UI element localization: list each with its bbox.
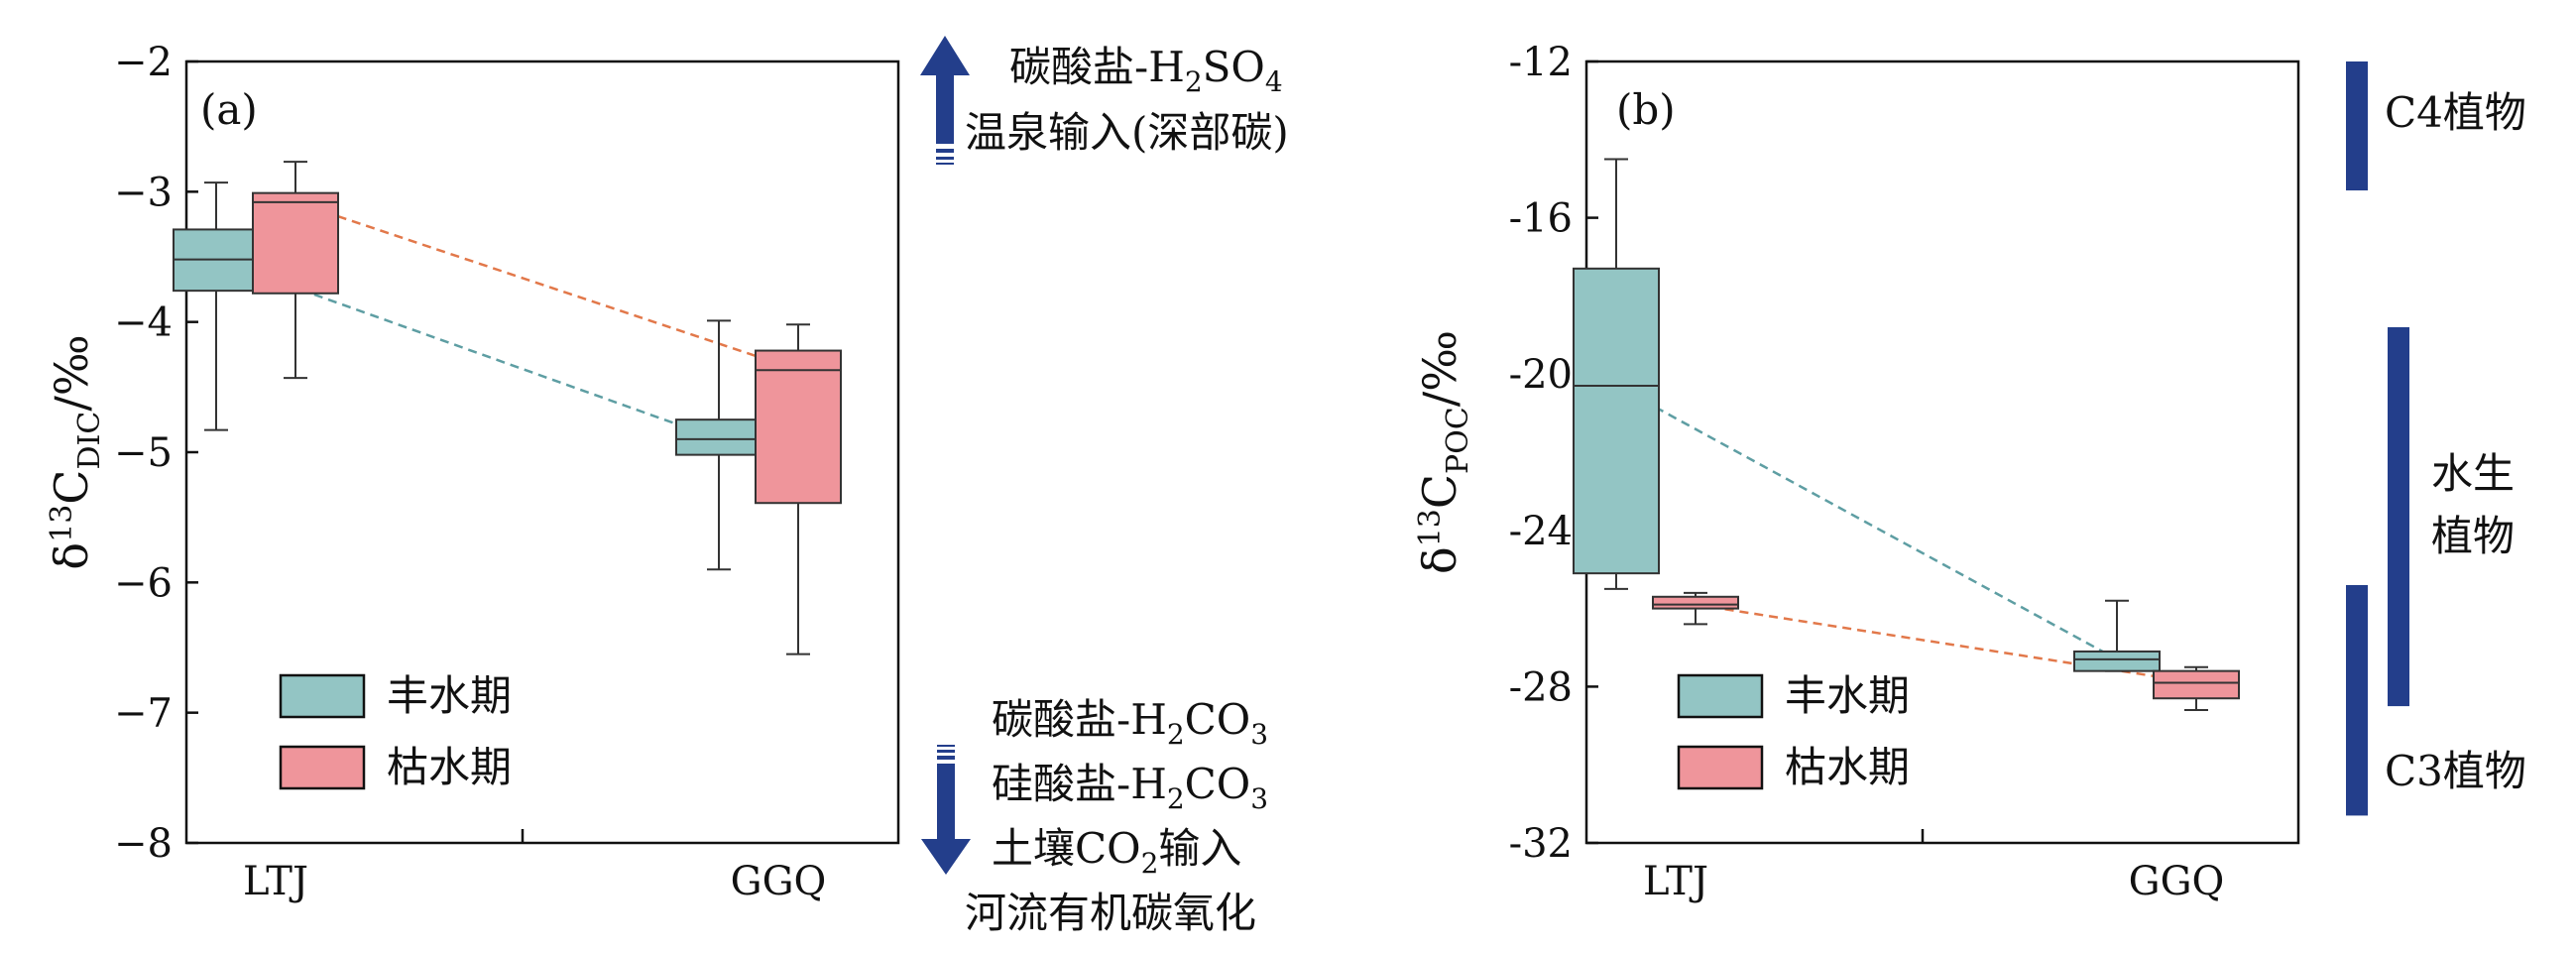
legend-swatch-wet — [279, 673, 366, 719]
y-tick-label: -28 — [1509, 664, 1573, 710]
panel-a-y-label: δ13CDIC/‰ — [45, 334, 107, 569]
panel-a-boxes — [173, 161, 842, 655]
legend-label-wet: 丰水期 — [387, 671, 512, 720]
panel-b-y-axis: -12 -16 -20 -24 -28 -32 — [1509, 40, 1598, 867]
x-tick-label: LTJ — [243, 859, 308, 904]
panel-a-y-axis: −2 −3 −4 −5 −6 −7 −8 — [114, 40, 198, 867]
box-plot — [675, 319, 762, 571]
y-tick-label: -20 — [1509, 352, 1573, 398]
box-iqr — [252, 191, 339, 295]
range-label-c4: C4植物 — [2385, 88, 2526, 137]
y-tick-label: −2 — [114, 40, 173, 85]
legend-label-wet: 丰水期 — [1785, 671, 1910, 720]
legend-label-dry: 枯水期 — [1785, 743, 1910, 791]
legend-swatch-dry — [279, 745, 366, 790]
panel-b-legend: 丰水期 枯水期 — [1677, 671, 1910, 791]
legend-label-dry: 枯水期 — [387, 743, 512, 791]
box-plot — [755, 323, 842, 655]
box-plot — [1573, 158, 1660, 590]
trend-line — [1615, 384, 2118, 660]
box-iqr — [1573, 267, 1660, 575]
y-tick-label: −6 — [114, 560, 173, 606]
box-plot — [2073, 599, 2161, 672]
panel-b-label: (b) — [1616, 85, 1676, 134]
range-label-aquatic-2: 植物 — [2431, 512, 2515, 560]
panel-a-x-axis: LTJ GGQ — [243, 829, 826, 904]
y-tick-label: −4 — [114, 300, 173, 346]
y-tick-label: −8 — [114, 821, 173, 867]
annotation-up-line1: 碳酸盐-H2SO4 — [1009, 43, 1283, 98]
panel-b-source-ranges: C4植物 水生 植物 C3植物 — [2346, 61, 2526, 816]
annotation-down-line3: 土壤CO2输入 — [992, 824, 1241, 880]
box-iqr — [2073, 650, 2161, 672]
panel-b-boxes — [1573, 158, 2240, 712]
x-tick-label: LTJ — [1643, 859, 1708, 904]
panel-b-chart: -12-16-20-24-28-32 LTJ GGQ (b) δ13CPOC/‰ … — [1413, 40, 2300, 904]
panel-a-chart: −2 −3 −4 −5 −6 −7 −8 LTJ GGQ (a) δ13CDIC/‰ 丰水期 … — [45, 40, 900, 904]
x-tick-label: GGQ — [731, 859, 827, 904]
annotation-down-line4: 河流有机碳氧化 — [965, 889, 1256, 937]
arrow-down-icon — [921, 745, 971, 875]
annotation-down-line2: 硅酸盐-H2CO3 — [992, 760, 1268, 815]
range-bar-c3 — [2346, 584, 2368, 816]
arrow-up-icon — [920, 36, 970, 165]
y-tick-label: -24 — [1509, 509, 1573, 554]
y-tick-label: -16 — [1509, 196, 1573, 242]
panel-b-plot-frame — [1584, 60, 2300, 845]
range-bar-aquatic — [2388, 326, 2409, 707]
y-tick-label: -32 — [1509, 821, 1573, 867]
panel-b-y-label: δ13CPOC/‰ — [1413, 330, 1475, 574]
annotation-up-line2: 温泉输入(深部碳) — [965, 108, 1289, 157]
y-tick-label: −7 — [114, 691, 173, 737]
range-label-aquatic-1: 水生 — [2431, 449, 2515, 498]
x-tick-label: GGQ — [2129, 859, 2225, 904]
y-tick-label: -12 — [1509, 40, 1573, 85]
panel-a-legend: 丰水期 枯水期 — [279, 671, 512, 791]
box-iqr — [2153, 669, 2240, 700]
box-iqr — [755, 349, 842, 505]
range-bar-c4 — [2346, 61, 2368, 191]
annotation-down-line1: 碳酸盐-H2CO3 — [992, 695, 1268, 751]
y-tick-label: −3 — [114, 170, 173, 215]
box-plot — [252, 161, 339, 380]
panel-a-annotations: 碳酸盐-H2SO4 温泉输入(深部碳) 碳酸盐-H2CO3 硅酸盐-H2CO3 … — [920, 36, 1289, 937]
legend-swatch-wet — [1677, 673, 1764, 719]
box-plot — [1652, 591, 1739, 626]
legend-swatch-dry — [1677, 745, 1764, 790]
panel-b-x-axis: LTJ GGQ — [1643, 829, 2224, 904]
trend-line — [294, 200, 799, 372]
box-plot — [2153, 665, 2240, 712]
panel-a-label: (a) — [200, 85, 258, 134]
y-tick-label: −5 — [114, 430, 173, 476]
box-iqr — [1652, 595, 1739, 610]
box-iqr — [675, 418, 762, 456]
panel-b-trend-lines — [1615, 384, 2197, 684]
range-label-c3: C3植物 — [2385, 747, 2526, 795]
